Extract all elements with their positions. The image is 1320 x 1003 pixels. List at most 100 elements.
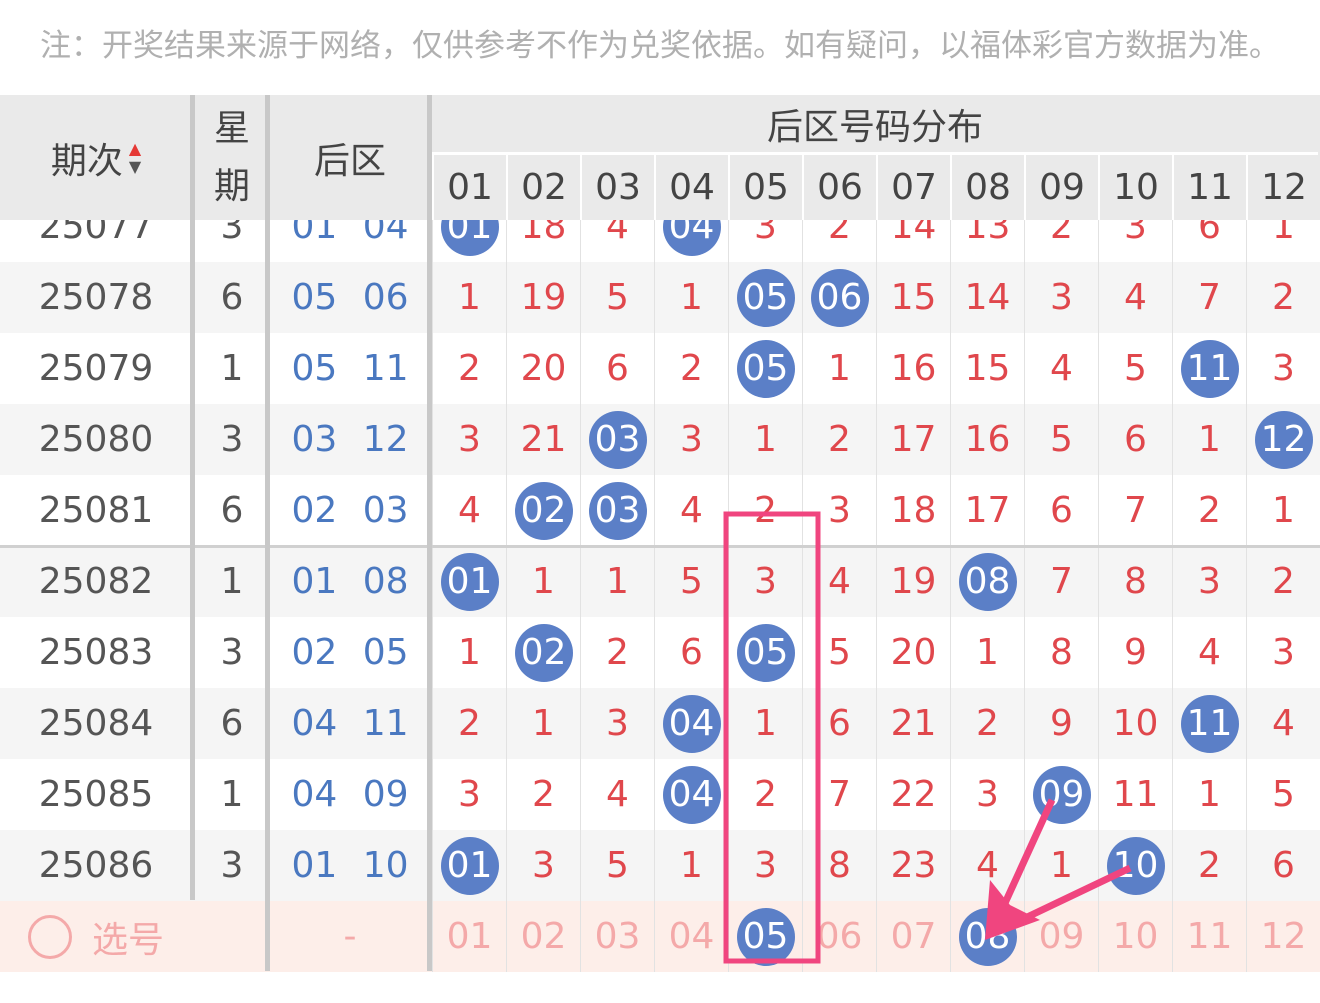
back-numbers-cell: 01 08 <box>291 561 409 602</box>
distribution-cell: 4 <box>1172 617 1246 688</box>
table-row: 25082 1 01 08 01 1 1 5 3 4 19 08 7 8 3 2 <box>0 546 1320 617</box>
week-cell: 6 <box>220 703 244 744</box>
select-number[interactable]: 09 <box>1024 901 1098 972</box>
distribution-cell: 2 <box>1172 830 1246 901</box>
distribution-cell: 01 <box>432 546 506 617</box>
number-header: 05 <box>728 155 802 220</box>
number-header: 10 <box>1098 155 1172 220</box>
hit-ball: 11 <box>1180 694 1239 753</box>
period-cell: 25080 <box>38 419 154 460</box>
select-back-cell: - <box>343 916 357 957</box>
distribution-cell: 1 <box>432 262 506 333</box>
distribution-cell: 3 <box>432 404 506 475</box>
period-cell: 25079 <box>38 348 154 389</box>
distribution-cell: 03 <box>580 404 654 475</box>
period-cell: 25082 <box>38 561 154 602</box>
hit-ball: 05 <box>736 268 795 327</box>
hit-ball: 06 <box>810 268 869 327</box>
distribution-cell: 10 <box>1098 688 1172 759</box>
select-number[interactable]: 11 <box>1172 901 1246 972</box>
selected-ball[interactable]: 08 <box>958 907 1017 966</box>
period-cell: 25086 <box>38 845 154 886</box>
number-header: 07 <box>876 155 950 220</box>
select-number[interactable]: 05 <box>728 901 802 972</box>
distribution-cell: 2 <box>580 617 654 688</box>
distribution-cell: 11 <box>1172 688 1246 759</box>
back-header: 后区 <box>313 140 386 182</box>
distribution-cell: 04 <box>654 688 728 759</box>
back-numbers-cell: 05 06 <box>291 277 409 318</box>
distribution-cell: 1 <box>580 546 654 617</box>
back-numbers-cell: 05 11 <box>291 348 409 389</box>
distribution-cell: 5 <box>1024 404 1098 475</box>
distribution-cell: 18 <box>876 475 950 546</box>
distribution-cell: 16 <box>876 333 950 404</box>
distribution-cell: 9 <box>1024 688 1098 759</box>
select-number[interactable]: 04 <box>654 901 728 972</box>
distribution-cell: 7 <box>802 759 876 830</box>
distribution-cell: 10 <box>1098 830 1172 901</box>
sort-icon: ▲ ▼ <box>128 138 142 176</box>
distribution-cell: 16 <box>950 404 1024 475</box>
select-number[interactable]: 12 <box>1246 901 1320 972</box>
sort-period-header[interactable]: 期次 ▲ ▼ <box>0 95 192 220</box>
distribution-cell: 5 <box>580 830 654 901</box>
distribution-cell: 19 <box>876 546 950 617</box>
number-header: 11 <box>1172 155 1246 220</box>
distribution-cell: 4 <box>1098 262 1172 333</box>
select-number[interactable]: 01 <box>432 901 506 972</box>
distribution-cell: 03 <box>580 475 654 546</box>
distribution-cell: 08 <box>950 546 1024 617</box>
distribution-cell: 20 <box>876 617 950 688</box>
distribution-cell: 1 <box>802 333 876 404</box>
disclaimer-note: 注：开奖结果来源于网络，仅供参考不作为兑奖依据。如有疑问，以福体彩官方数据为准。 <box>40 28 1280 64</box>
week-cell: 1 <box>220 348 244 389</box>
distribution-cell: 14 <box>950 262 1024 333</box>
week-cell: 6 <box>220 277 244 318</box>
select-number[interactable]: 08 <box>950 901 1024 972</box>
distribution-cell: 1 <box>1172 404 1246 475</box>
distribution-cell: 2 <box>1246 546 1320 617</box>
select-number[interactable]: 02 <box>506 901 580 972</box>
table-row: 25078 6 05 06 1 19 5 1 05 06 15 14 3 4 7 2 <box>0 262 1320 333</box>
back-numbers-cell: 02 05 <box>291 632 409 673</box>
distribution-cell: 4 <box>1024 333 1098 404</box>
distribution-cell: 7 <box>1098 475 1172 546</box>
distribution-cell: 1 <box>1172 759 1246 830</box>
distribution-cell: 8 <box>1024 617 1098 688</box>
select-number[interactable]: 06 <box>802 901 876 972</box>
distribution-cell: 5 <box>802 617 876 688</box>
week-header-bottom: 期 <box>213 165 250 207</box>
back-numbers-cell: 01 10 <box>291 845 409 886</box>
period-header-label: 期次 <box>50 140 123 182</box>
distribution-cell: 2 <box>654 333 728 404</box>
select-number[interactable]: 07 <box>876 901 950 972</box>
select-button[interactable]: 选号 <box>0 901 192 972</box>
week-cell: 3 <box>220 845 244 886</box>
selected-ball[interactable]: 05 <box>736 907 795 966</box>
select-label: 选号 <box>91 919 164 961</box>
number-header: 02 <box>506 155 580 220</box>
hit-ball: 12 <box>1254 410 1313 469</box>
distribution-cell: 15 <box>950 333 1024 404</box>
distribution-cell: 8 <box>1098 546 1172 617</box>
distribution-cell: 02 <box>506 475 580 546</box>
distribution-cell: 3 <box>802 475 876 546</box>
hit-ball: 04 <box>662 694 721 753</box>
distribution-cell: 3 <box>1246 333 1320 404</box>
distribution-cell: 05 <box>728 617 802 688</box>
week-cell: 1 <box>220 774 244 815</box>
distribution-cell: 2 <box>506 759 580 830</box>
table-header: 期次 ▲ ▼ 星 期 后区 后区号码分布 01 02 03 04 05 06 07 08 09 10… <box>0 95 1320 220</box>
distribution-cell: 4 <box>950 830 1024 901</box>
back-numbers-cell: 03 12 <box>291 419 409 460</box>
distribution-cell: 6 <box>802 688 876 759</box>
select-number[interactable]: 03 <box>580 901 654 972</box>
distribution-cell: 6 <box>1024 475 1098 546</box>
distribution-cell: 23 <box>876 830 950 901</box>
distribution-cell: 2 <box>1172 475 1246 546</box>
select-number[interactable]: 10 <box>1098 901 1172 972</box>
distribution-cell: 12 <box>1246 404 1320 475</box>
distribution-cell: 05 <box>728 333 802 404</box>
week-cell: 3 <box>220 419 244 460</box>
